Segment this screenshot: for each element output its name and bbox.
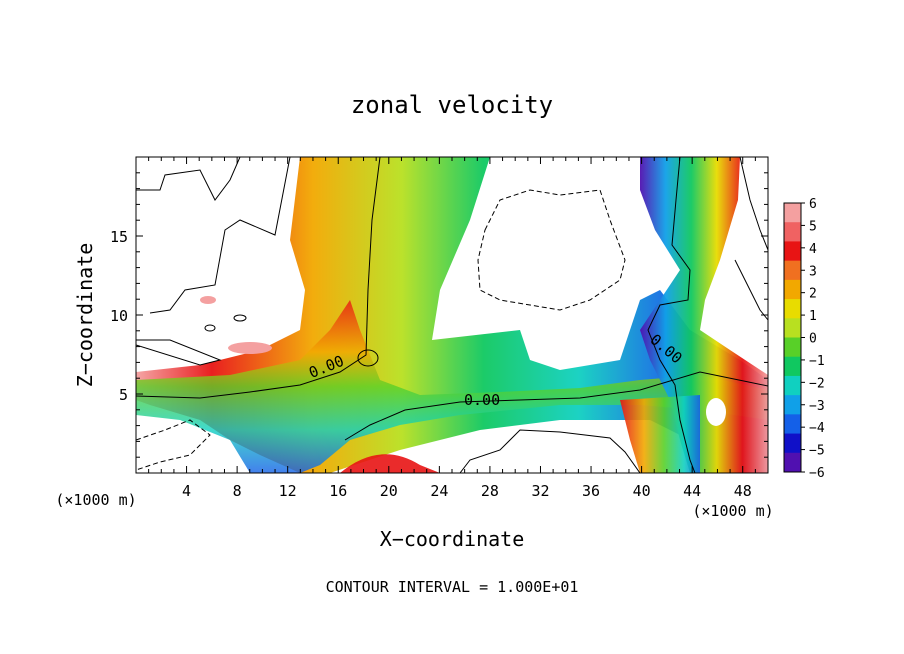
x-tick-label: 44 xyxy=(683,482,701,500)
contour-zero-east xyxy=(647,157,696,473)
colorbar-swatch xyxy=(784,433,801,454)
colorbar-label: 5 xyxy=(809,219,817,234)
colorbar-swatch xyxy=(784,241,801,262)
x-axis-label: X−coordinate xyxy=(380,527,525,551)
contour-dashed-1 xyxy=(477,189,626,311)
x-tick-label: 28 xyxy=(481,482,499,500)
field-blob-1 xyxy=(200,296,216,304)
field-southeast xyxy=(620,395,700,473)
colorbar-label: −5 xyxy=(809,444,825,459)
x-tick-label: 24 xyxy=(430,482,448,500)
x-tick-label: 48 xyxy=(734,482,752,500)
colorbar-swatch xyxy=(784,375,801,396)
x-tick-label: 32 xyxy=(531,482,549,500)
field-island-east xyxy=(706,398,726,426)
x-tick-label: 4 xyxy=(182,482,191,500)
contour-thin-3 xyxy=(136,339,222,366)
contour-right-thin xyxy=(739,157,768,251)
colorbar-swatch xyxy=(784,452,801,473)
colorbar-label: 3 xyxy=(809,264,817,279)
x-tick-label: 12 xyxy=(279,482,297,500)
contour-right-thin-2 xyxy=(734,259,768,321)
x-tick-label: 20 xyxy=(380,482,398,500)
colorbar-swatch xyxy=(784,260,801,281)
colorbar-swatch xyxy=(784,356,801,377)
field-low-band xyxy=(136,300,768,473)
contour-small-ring-3 xyxy=(233,314,247,322)
colorbar-label: 0 xyxy=(809,332,817,347)
x-tick-label: 40 xyxy=(633,482,651,500)
colorbar-label: −6 xyxy=(809,466,825,481)
field-bottom-arc xyxy=(340,454,440,473)
y-unit-label: (×1000 m) xyxy=(55,491,136,509)
contour-label-2: 0.00 xyxy=(464,391,500,409)
colorbar-label: 6 xyxy=(809,197,817,212)
colorbar-label: −2 xyxy=(809,376,825,391)
colorbar-swatch xyxy=(784,222,801,242)
contour-zero-west xyxy=(136,157,381,399)
x-tick-label: 8 xyxy=(233,482,242,500)
field-east-column xyxy=(640,157,768,473)
colorbar-swatch xyxy=(784,395,801,415)
contour-small-ring-2 xyxy=(204,324,216,332)
contour-thin-1 xyxy=(136,157,241,201)
contour-thin-4 xyxy=(459,429,641,473)
colorbar: 6 5 4 3 2 1 0 −1 −2 −3 −4 −5 −6 xyxy=(783,197,825,481)
y-tick-label: 5 xyxy=(119,386,128,404)
colorbar-label: −1 xyxy=(809,354,825,369)
contour-dashed-2 xyxy=(136,419,211,471)
contour-lines xyxy=(136,157,768,473)
colorbar-label: 2 xyxy=(809,287,817,302)
contour-small-ring xyxy=(357,349,379,367)
y-axis-ticks: 5 10 15 xyxy=(110,172,768,458)
colorbar-label: −3 xyxy=(809,399,825,414)
x-axis-ticks: 4 8 12 16 20 24 28 32 36 40 44 48 xyxy=(148,157,756,500)
contour-zero-low xyxy=(344,371,768,441)
x-tick-label: 16 xyxy=(329,482,347,500)
y-tick-label: 10 xyxy=(110,307,128,325)
colorbar-swatch xyxy=(784,337,801,358)
colorbar-swatch xyxy=(784,414,801,435)
x-tick-label: 36 xyxy=(582,482,600,500)
colorbar-swatch xyxy=(784,299,801,319)
field-blob-2 xyxy=(228,342,272,354)
x-unit-label: (×1000 m) xyxy=(692,502,773,520)
colorbar-swatch xyxy=(784,203,801,223)
contour-interval-note: CONTOUR INTERVAL = 1.000E+01 xyxy=(326,578,579,596)
colorbar-label: 1 xyxy=(809,309,817,324)
chart-title: zonal velocity xyxy=(351,91,553,119)
colorbar-swatch xyxy=(784,318,801,338)
colorbar-label: −4 xyxy=(809,421,825,436)
contour-thin-2 xyxy=(149,157,291,314)
y-axis-label: Z−coordinate xyxy=(73,243,97,388)
colorbar-swatch xyxy=(784,279,801,300)
y-tick-label: 15 xyxy=(110,228,128,246)
colorbar-label: 4 xyxy=(809,242,817,257)
velocity-field xyxy=(136,157,768,473)
